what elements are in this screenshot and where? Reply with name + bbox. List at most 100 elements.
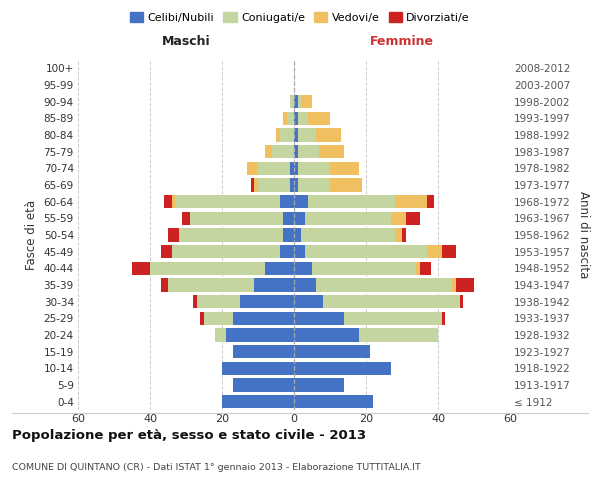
Bar [294, 228, 395, 241]
Bar [222, 362, 294, 375]
Bar [294, 262, 416, 275]
Bar [294, 278, 474, 291]
Bar [197, 295, 294, 308]
Bar [233, 378, 294, 392]
Bar [258, 162, 294, 175]
Bar [294, 178, 330, 192]
Bar [254, 278, 294, 291]
Text: Femmine: Femmine [370, 34, 434, 48]
Bar [294, 362, 391, 375]
Bar [290, 95, 294, 108]
Bar [294, 395, 373, 408]
Bar [294, 345, 370, 358]
Bar [265, 262, 294, 275]
Bar [294, 128, 316, 141]
Bar [283, 112, 294, 125]
Bar [294, 178, 362, 192]
Bar [233, 345, 294, 358]
Text: Maschi: Maschi [161, 34, 211, 48]
Bar [233, 378, 294, 392]
Bar [294, 145, 319, 158]
Bar [294, 195, 395, 208]
Bar [294, 245, 456, 258]
Bar [294, 262, 420, 275]
Bar [294, 245, 442, 258]
Bar [294, 245, 305, 258]
Bar [294, 395, 373, 408]
Bar [294, 395, 373, 408]
Bar [294, 312, 442, 325]
Bar [204, 312, 294, 325]
Bar [222, 362, 294, 375]
Legend: Celibi/Nubili, Coniugati/e, Vedovi/e, Divorziati/e: Celibi/Nubili, Coniugati/e, Vedovi/e, Di… [125, 8, 475, 28]
Bar [294, 328, 359, 342]
Bar [222, 395, 294, 408]
Bar [172, 245, 294, 258]
Bar [233, 345, 294, 358]
Bar [294, 212, 391, 225]
Bar [283, 112, 294, 125]
Bar [294, 328, 438, 342]
Bar [294, 145, 298, 158]
Bar [172, 195, 294, 208]
Bar [179, 228, 294, 241]
Bar [294, 112, 330, 125]
Bar [272, 145, 294, 158]
Bar [294, 362, 391, 375]
Bar [294, 112, 308, 125]
Bar [175, 195, 294, 208]
Bar [222, 362, 294, 375]
Bar [222, 395, 294, 408]
Text: COMUNE DI QUINTANO (CR) - Dati ISTAT 1° gennaio 2013 - Elaborazione TUTTITALIA.I: COMUNE DI QUINTANO (CR) - Dati ISTAT 1° … [12, 464, 421, 472]
Bar [294, 278, 456, 291]
Bar [240, 295, 294, 308]
Bar [294, 262, 431, 275]
Bar [294, 128, 341, 141]
Bar [150, 262, 294, 275]
Bar [294, 295, 463, 308]
Bar [190, 212, 294, 225]
Bar [294, 312, 344, 325]
Bar [222, 395, 294, 408]
Bar [294, 295, 460, 308]
Bar [294, 212, 420, 225]
Bar [168, 278, 294, 291]
Bar [294, 228, 301, 241]
Bar [294, 295, 323, 308]
Bar [294, 95, 312, 108]
Bar [132, 262, 294, 275]
Bar [247, 162, 294, 175]
Bar [172, 245, 294, 258]
Bar [294, 278, 316, 291]
Bar [294, 378, 344, 392]
Bar [258, 178, 294, 192]
Bar [294, 128, 298, 141]
Text: Popolazione per età, sesso e stato civile - 2013: Popolazione per età, sesso e stato civil… [12, 430, 366, 442]
Bar [251, 178, 294, 192]
Bar [222, 362, 294, 375]
Bar [254, 178, 294, 192]
Bar [294, 228, 406, 241]
Bar [294, 345, 370, 358]
Bar [294, 162, 359, 175]
Bar [200, 312, 294, 325]
Y-axis label: Fasce di età: Fasce di età [25, 200, 38, 270]
Bar [161, 245, 294, 258]
Bar [294, 195, 427, 208]
Bar [150, 262, 294, 275]
Bar [233, 378, 294, 392]
Bar [215, 328, 294, 342]
Bar [283, 228, 294, 241]
Bar [290, 95, 294, 108]
Bar [168, 228, 294, 241]
Bar [294, 112, 298, 125]
Bar [294, 312, 445, 325]
Bar [265, 145, 294, 158]
Bar [283, 212, 294, 225]
Bar [204, 312, 294, 325]
Bar [294, 378, 344, 392]
Bar [294, 112, 330, 125]
Bar [294, 395, 373, 408]
Y-axis label: Anni di nascita: Anni di nascita [577, 192, 590, 278]
Bar [294, 328, 438, 342]
